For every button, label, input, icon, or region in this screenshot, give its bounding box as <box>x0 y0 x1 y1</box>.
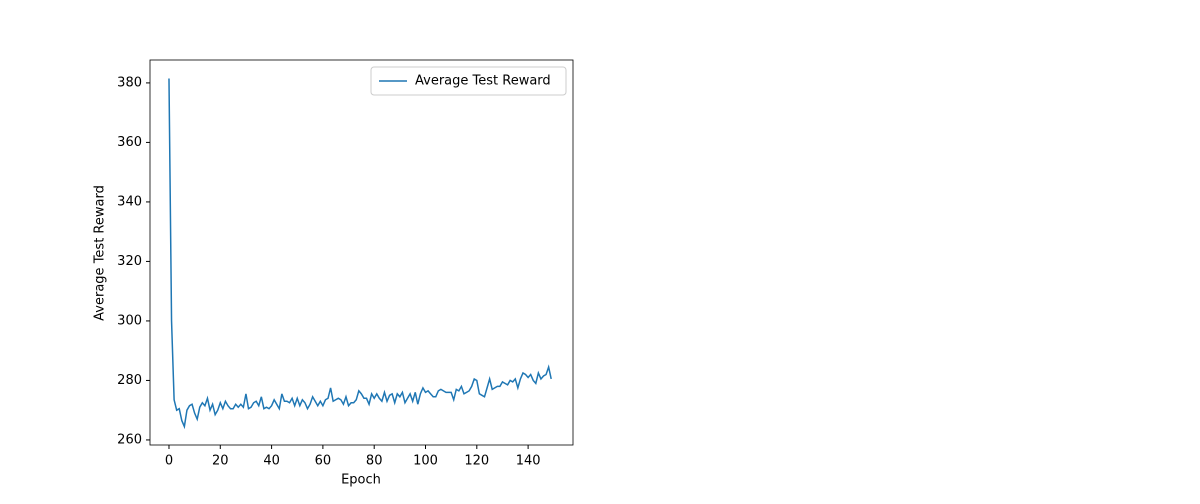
x-axis-label: Epoch <box>341 473 381 488</box>
y-tick-label: 300 <box>117 313 142 328</box>
line <box>168 78 552 430</box>
y-tick-label: 340 <box>117 194 142 209</box>
x-tick-label: 40 <box>263 454 280 469</box>
x-tick-label: 20 <box>212 454 229 469</box>
y-tick-label: 260 <box>117 432 142 447</box>
x-tick-label: 0 <box>165 454 173 469</box>
y-tick-label: 320 <box>117 254 142 269</box>
x-tick-label: 60 <box>315 454 332 469</box>
y-tick-label: 380 <box>117 75 142 90</box>
x-tick-label: 80 <box>366 454 383 469</box>
x-tick-label: 120 <box>464 454 489 469</box>
x-tick-label: 100 <box>413 454 438 469</box>
x-tick-label: 140 <box>516 454 541 469</box>
y-tick-label: 280 <box>117 373 142 388</box>
y-axis-label: Average Test Reward <box>93 185 108 321</box>
legend-box <box>370 66 567 96</box>
legend-label: Average Test Reward <box>415 74 551 89</box>
y-tick-label: 360 <box>117 135 142 150</box>
plot-frame <box>149 59 574 446</box>
